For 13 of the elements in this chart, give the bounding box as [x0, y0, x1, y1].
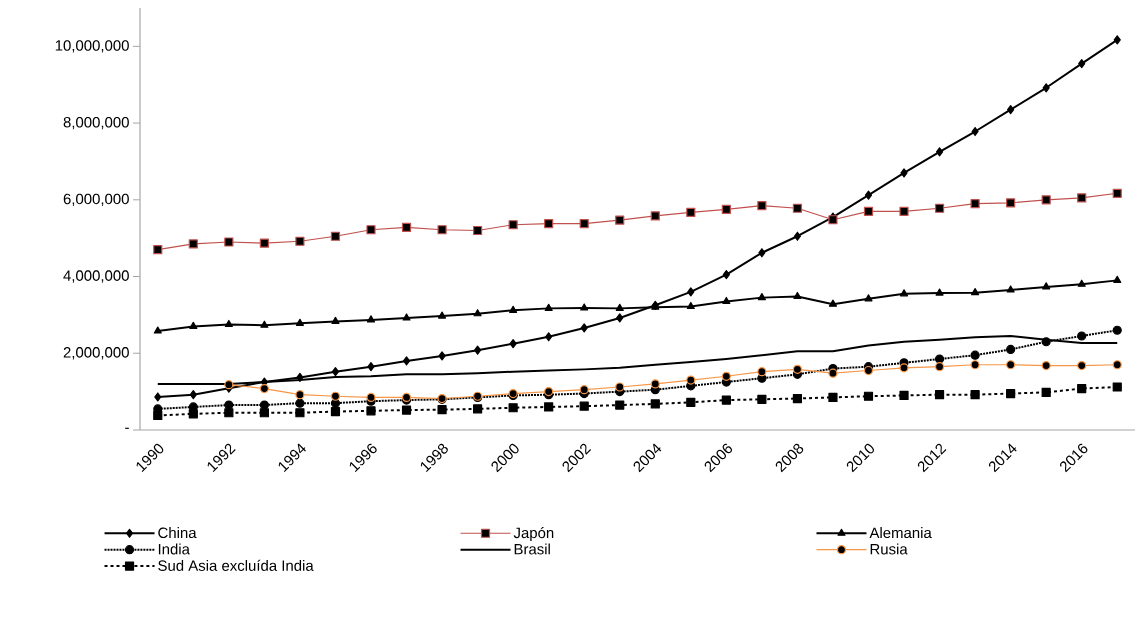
legend-label: China — [158, 527, 197, 539]
y-tick-label: - — [125, 427, 129, 429]
legend-label: Rusia — [870, 543, 908, 555]
legend-label: Sud Asia excluída India — [158, 559, 314, 571]
legend-label: Alemania — [869, 527, 932, 539]
y-tick-label: 2,000,000 — [63, 347, 129, 360]
legend-label: India — [158, 543, 190, 555]
y-tick-label: 4,000,000 — [63, 270, 129, 283]
y-tick-label: 8,000,000 — [63, 116, 129, 130]
legend-label: Brasil — [514, 543, 550, 555]
legend-label: Japón — [513, 527, 554, 542]
y-tick-label: 6,000,000 — [63, 193, 129, 206]
y-tick-label: 10,000,000 — [55, 40, 129, 53]
